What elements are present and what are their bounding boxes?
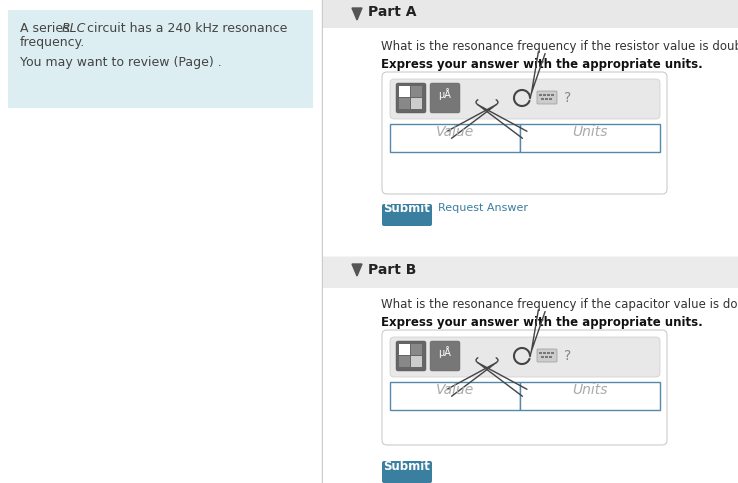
Bar (399, 86, 410, 97)
FancyBboxPatch shape (382, 330, 667, 445)
Polygon shape (352, 264, 362, 276)
Text: Part A: Part A (368, 5, 416, 19)
Bar (411, 86, 422, 97)
Text: Part B: Part B (368, 263, 416, 277)
FancyBboxPatch shape (382, 461, 432, 483)
Bar (545, 356, 548, 358)
Bar (411, 344, 422, 355)
Text: Value: Value (436, 125, 474, 139)
Bar (541, 98, 544, 100)
FancyBboxPatch shape (390, 337, 660, 377)
Bar (411, 98, 422, 109)
Text: Value: Value (436, 383, 474, 397)
Text: Units: Units (572, 125, 608, 139)
Bar (539, 94, 542, 96)
Bar (520, 124, 660, 152)
FancyBboxPatch shape (396, 83, 426, 113)
Bar (549, 98, 552, 100)
FancyBboxPatch shape (430, 341, 460, 371)
Bar (390, 382, 520, 410)
Bar (539, 352, 542, 354)
Text: Submit: Submit (384, 459, 430, 472)
Polygon shape (352, 8, 362, 20)
Bar (551, 94, 554, 96)
Bar (323, 28, 738, 256)
Text: You may want to review (Page) .: You may want to review (Page) . (20, 56, 221, 69)
Text: What is the resonance frequency if the resistor value is doubled?: What is the resonance frequency if the r… (381, 40, 738, 53)
Text: ?: ? (565, 91, 572, 105)
Bar (547, 94, 550, 96)
Text: Submit: Submit (384, 201, 430, 214)
Text: What is the resonance frequency if the capacitor value is doubled?: What is the resonance frequency if the c… (381, 298, 738, 311)
Bar (541, 356, 544, 358)
FancyBboxPatch shape (382, 72, 667, 194)
Text: Express your answer with the appropriate units.: Express your answer with the appropriate… (381, 58, 703, 71)
Bar (323, 0, 738, 28)
Bar (543, 352, 546, 354)
Text: frequency.: frequency. (20, 36, 86, 49)
Bar (399, 344, 410, 355)
Bar (399, 98, 410, 109)
Bar (543, 94, 546, 96)
Text: circuit has a 240 kHz resonance: circuit has a 240 kHz resonance (83, 22, 287, 35)
Bar (323, 288, 738, 483)
FancyBboxPatch shape (537, 91, 557, 104)
Text: μÅ: μÅ (438, 88, 452, 100)
Text: RLC: RLC (62, 22, 86, 35)
Bar (8, 10, 313, 108)
Bar (547, 352, 550, 354)
Text: Express your answer with the appropriate units.: Express your answer with the appropriate… (381, 316, 703, 329)
FancyBboxPatch shape (537, 349, 557, 362)
FancyBboxPatch shape (390, 79, 660, 119)
Text: A series: A series (20, 22, 74, 35)
Text: Request Answer: Request Answer (438, 203, 528, 213)
Bar (545, 98, 548, 100)
Bar (411, 356, 422, 367)
Bar (551, 352, 554, 354)
Bar (399, 356, 410, 367)
FancyBboxPatch shape (382, 204, 432, 226)
Text: μÅ: μÅ (438, 346, 452, 358)
FancyBboxPatch shape (396, 341, 426, 371)
FancyBboxPatch shape (430, 83, 460, 113)
Text: ?: ? (565, 349, 572, 363)
Bar (549, 356, 552, 358)
Bar (390, 124, 520, 152)
Text: Units: Units (572, 383, 608, 397)
Bar (323, 258, 738, 288)
Bar (520, 382, 660, 410)
Bar (323, 0, 738, 483)
